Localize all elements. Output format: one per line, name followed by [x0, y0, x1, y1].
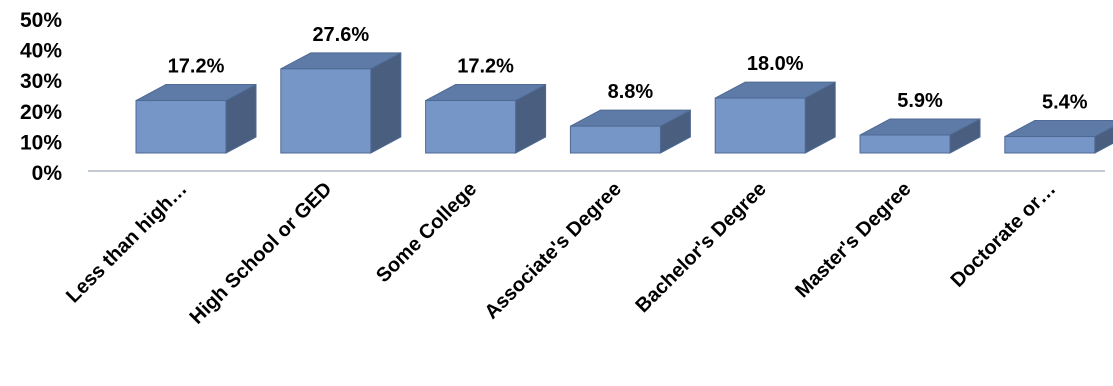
data-label: 18.0% — [747, 53, 804, 75]
data-labels-group: 17.2% 27.6% 17.2% 8.8% 18.0% 5.9% 5.4% — [168, 24, 1088, 114]
data-label: 8.8% — [608, 81, 654, 103]
x-tick-label: Associate's Degree — [480, 178, 625, 323]
y-tick-label: 40% — [20, 40, 62, 63]
data-label: 27.6% — [312, 24, 369, 46]
data-label: 17.2% — [457, 56, 514, 78]
x-tick-label: Bachelor's Degree — [632, 178, 771, 317]
bar-top — [1004, 120, 1113, 138]
data-label: 17.2% — [168, 56, 225, 78]
y-axis: 0% 10% 20% 30% 40% 50% — [20, 9, 62, 185]
x-tick-label: High School or GED — [186, 178, 337, 329]
bar — [569, 125, 661, 154]
bar — [280, 68, 372, 154]
y-tick-label: 0% — [32, 162, 63, 185]
bar — [714, 97, 806, 154]
bar — [1004, 136, 1096, 154]
data-label: 5.9% — [897, 90, 943, 112]
y-tick-label: 30% — [20, 70, 62, 93]
bar — [425, 100, 517, 154]
bars-group — [135, 51, 1113, 154]
y-tick-label: 50% — [20, 9, 62, 32]
x-axis-labels: Less than high…High School or GED Some Co… — [62, 178, 1060, 329]
x-tick-label: Less than high… — [62, 178, 191, 307]
bar — [859, 134, 951, 154]
x-tick-label: Some College — [372, 178, 481, 287]
data-label: 5.4% — [1042, 92, 1088, 114]
bar — [135, 100, 227, 154]
y-tick-label: 20% — [20, 101, 62, 124]
y-tick-label: 10% — [20, 131, 62, 154]
x-tick-label: Master's Degree — [791, 178, 915, 302]
bar-side — [370, 51, 402, 154]
x-tick-label: Doctorate or… — [947, 178, 1061, 292]
